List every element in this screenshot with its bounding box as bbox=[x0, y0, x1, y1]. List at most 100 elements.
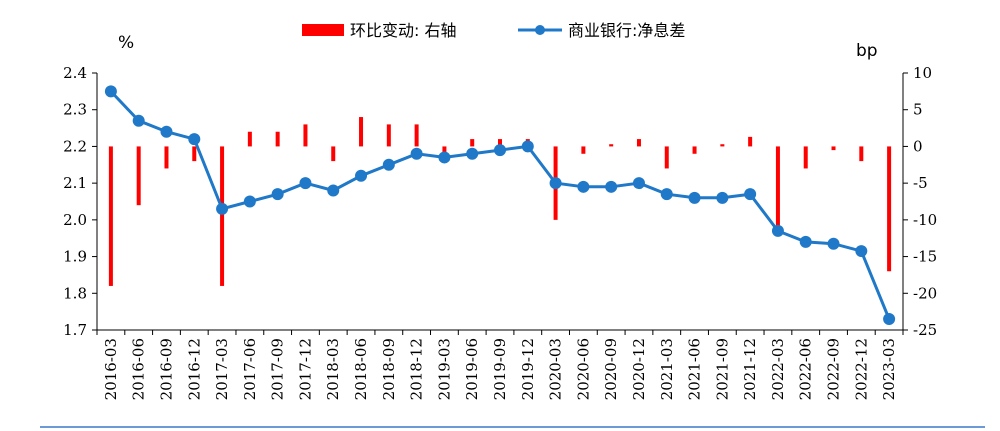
bar bbox=[859, 146, 864, 162]
x-tick-label: 2019-09 bbox=[491, 338, 509, 400]
x-tick-label: 2018-09 bbox=[380, 338, 398, 400]
bar bbox=[108, 146, 113, 286]
x-tick-label: 2016-06 bbox=[130, 338, 148, 400]
line-point bbox=[327, 184, 340, 197]
x-tick-label: 2019-12 bbox=[519, 338, 537, 400]
bar bbox=[303, 124, 308, 147]
x-tick-label: 2022-03 bbox=[769, 338, 787, 400]
x-tick-label: 2017-09 bbox=[269, 338, 287, 400]
bar bbox=[720, 144, 725, 147]
line-point bbox=[577, 180, 590, 193]
legend-line-marker bbox=[535, 25, 545, 35]
bar bbox=[386, 124, 391, 147]
bar bbox=[609, 144, 614, 147]
bar bbox=[220, 146, 225, 286]
x-tick-label: 2016-12 bbox=[185, 338, 203, 400]
right-axis-tick-label: 0 bbox=[913, 137, 923, 155]
line-point bbox=[883, 312, 896, 325]
line-point bbox=[716, 191, 729, 204]
x-tick-label: 2021-06 bbox=[686, 338, 704, 400]
line-point bbox=[382, 158, 395, 171]
left-axis-tick-label: 2.4 bbox=[63, 64, 87, 82]
x-tick-label: 2023-03 bbox=[880, 338, 898, 400]
right-axis-tick-label: -5 bbox=[913, 174, 928, 192]
line-point bbox=[494, 144, 506, 157]
line-point bbox=[660, 188, 673, 201]
legend-line-label: 商业银行:净息差 bbox=[568, 21, 685, 40]
x-tick-label: 2021-09 bbox=[713, 338, 731, 400]
bar bbox=[470, 139, 475, 147]
legend-bar-swatch bbox=[302, 24, 344, 36]
left-axis-tick-label: 2.3 bbox=[63, 101, 87, 119]
bar bbox=[164, 146, 169, 169]
line-point bbox=[188, 133, 201, 146]
line-point bbox=[605, 180, 618, 193]
line-point bbox=[160, 125, 173, 138]
right-axis-tick-label: -10 bbox=[913, 211, 937, 229]
line-point bbox=[355, 169, 368, 182]
bar bbox=[581, 146, 586, 154]
line-point bbox=[216, 202, 229, 215]
bar-series bbox=[108, 117, 892, 286]
line-point bbox=[771, 224, 784, 237]
right-axis-tick-label: -25 bbox=[913, 321, 937, 339]
x-tick-label: 2017-12 bbox=[296, 338, 314, 400]
left-axis-tick-label: 2.2 bbox=[63, 137, 87, 155]
line-point bbox=[132, 114, 145, 127]
line-point bbox=[855, 245, 868, 258]
right-axis-tick-label: -20 bbox=[913, 284, 937, 302]
x-tick-label: 2022-06 bbox=[797, 338, 815, 400]
left-axis-tick-label: 1.9 bbox=[63, 248, 87, 266]
x-tick-label: 2018-06 bbox=[352, 338, 370, 400]
x-tick-label: 2019-06 bbox=[463, 338, 481, 400]
bar bbox=[414, 124, 419, 147]
line-point bbox=[521, 140, 534, 153]
bar bbox=[359, 117, 364, 147]
right-axis-tick-label: 5 bbox=[913, 101, 923, 119]
line-point bbox=[632, 177, 645, 190]
x-tick-label: 2018-12 bbox=[408, 338, 426, 400]
bar bbox=[664, 146, 669, 169]
right-axis-tick-label: -15 bbox=[913, 248, 937, 266]
x-tick-labels: 2016-03 2016-06 2016-09 2016-12 2017-03 2017-… bbox=[102, 338, 898, 400]
legend-bar-label: 环比变动: 右轴 bbox=[350, 21, 456, 40]
bar bbox=[887, 146, 892, 272]
x-tick-label: 2020-12 bbox=[630, 338, 648, 400]
right-axis-unit: bp bbox=[856, 41, 878, 61]
bar bbox=[192, 146, 197, 162]
x-tick-label: 2017-06 bbox=[241, 338, 259, 400]
x-tick-label: 2016-09 bbox=[157, 338, 175, 400]
bar bbox=[831, 146, 836, 151]
right-axis-tick-label: 10 bbox=[913, 64, 932, 82]
line-point bbox=[271, 188, 284, 201]
bar bbox=[136, 146, 141, 206]
line-point bbox=[466, 147, 479, 160]
line-point bbox=[549, 177, 562, 190]
bar bbox=[247, 131, 252, 147]
x-tick-label: 2018-03 bbox=[324, 338, 342, 400]
bar bbox=[331, 146, 336, 162]
bar bbox=[692, 146, 697, 154]
x-tick-label: 2022-12 bbox=[852, 338, 870, 400]
bar bbox=[775, 146, 780, 228]
left-axis-tick-label: 2.0 bbox=[63, 211, 87, 229]
x-tick-label: 2020-09 bbox=[602, 338, 620, 400]
bar bbox=[498, 139, 502, 147]
line-point bbox=[744, 188, 757, 201]
line-point bbox=[688, 191, 701, 204]
line-point bbox=[299, 177, 312, 190]
x-tick-label: 2021-12 bbox=[741, 338, 759, 400]
x-tick-label: 2019-03 bbox=[435, 338, 453, 400]
bar bbox=[748, 136, 753, 147]
bar bbox=[442, 146, 447, 154]
legend: 环比变动: 右轴 商业银行:净息差 bbox=[302, 21, 685, 40]
bar bbox=[803, 146, 808, 169]
line-point bbox=[104, 85, 117, 98]
x-tick-label: 2020-06 bbox=[574, 338, 592, 400]
line-point bbox=[799, 235, 812, 248]
series-line bbox=[109, 90, 891, 320]
bar bbox=[275, 131, 280, 147]
left-axis-tick-label: 2.1 bbox=[63, 174, 87, 192]
x-tick-label: 2020-03 bbox=[547, 338, 565, 400]
